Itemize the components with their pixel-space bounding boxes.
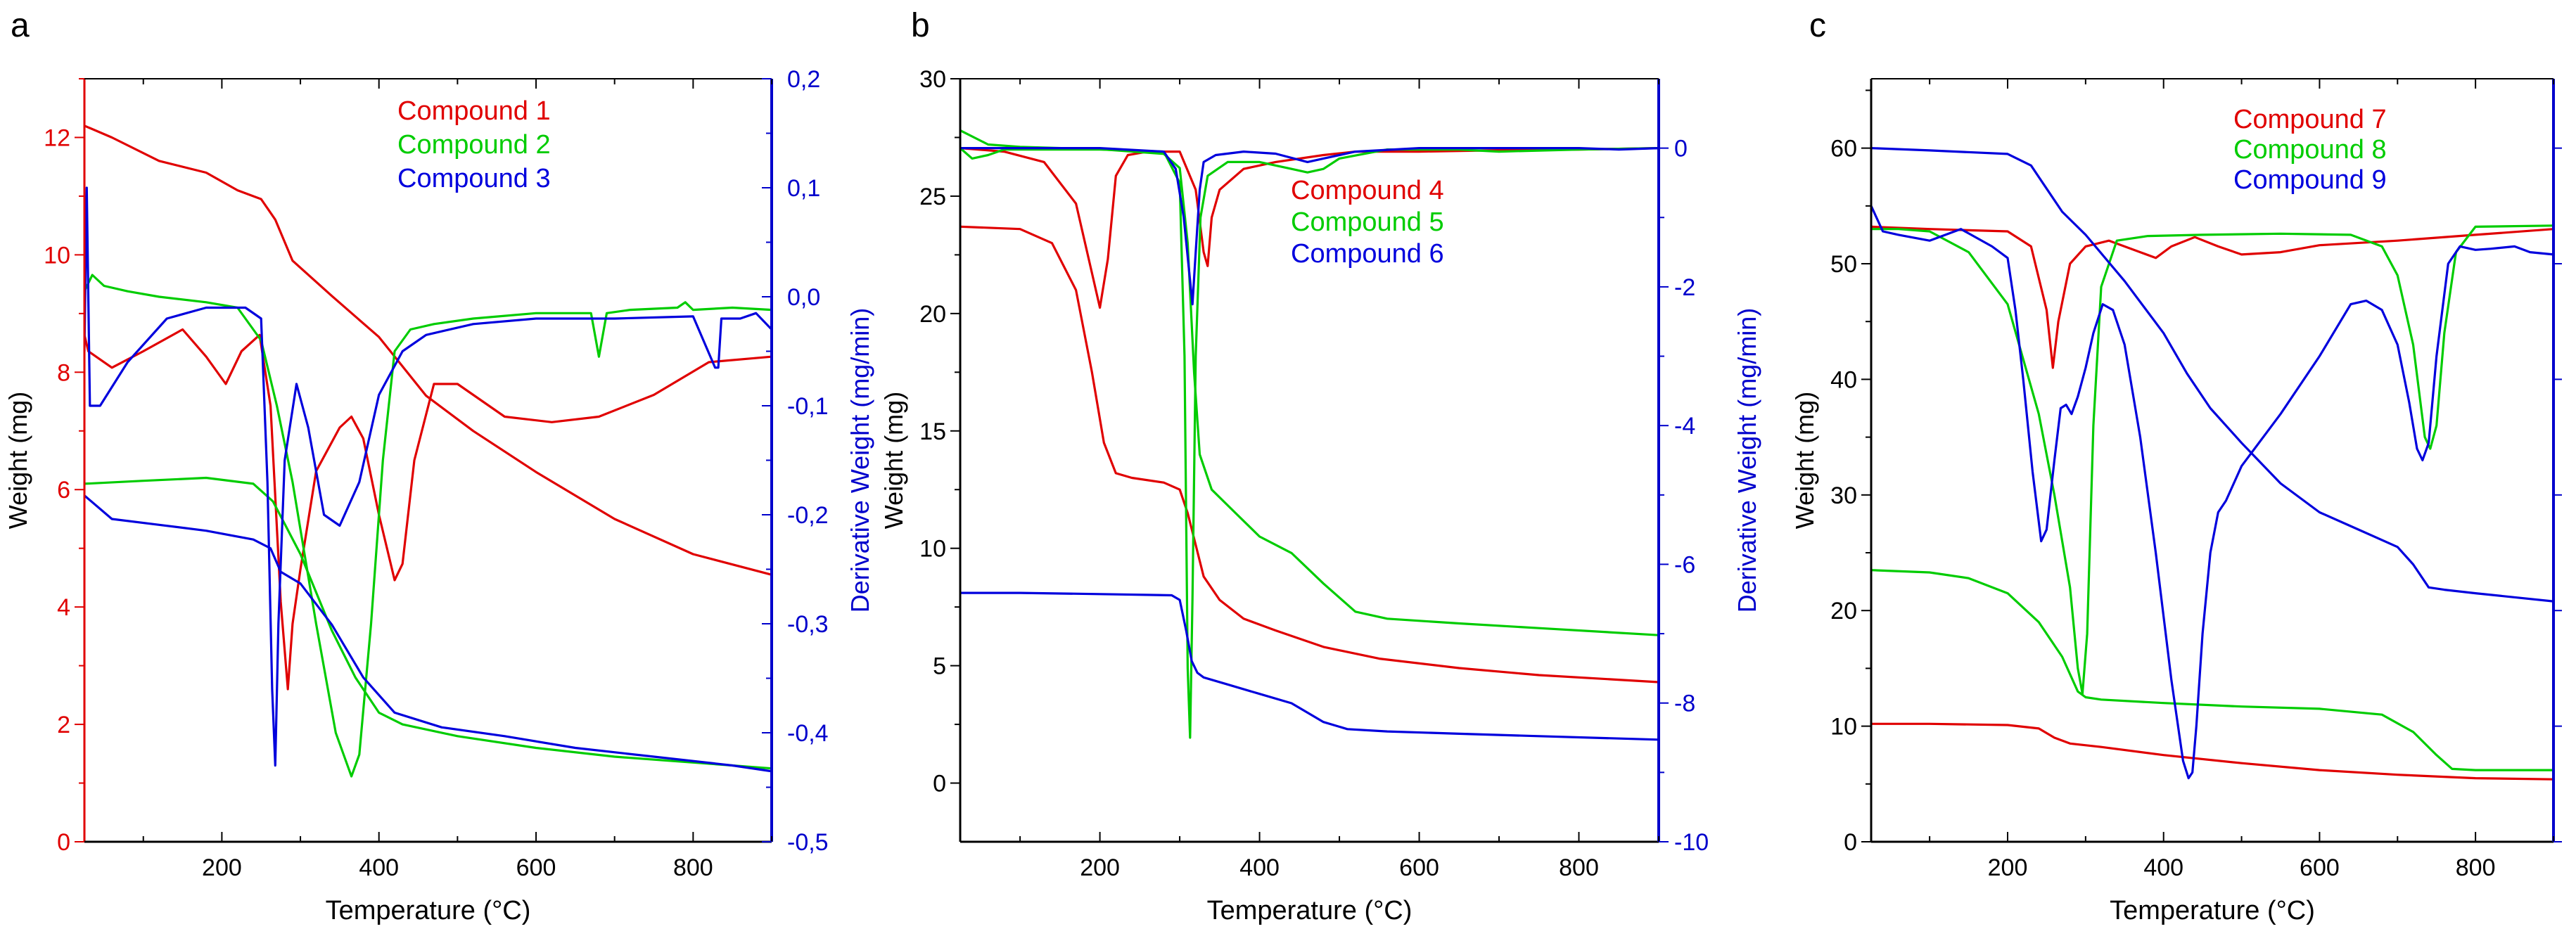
y-tick-label: 4 <box>57 594 70 621</box>
y-tick-label: 30 <box>919 66 946 93</box>
series-line-compound-6-dtg <box>960 147 1659 306</box>
x-tick-label: 800 <box>2456 854 2496 881</box>
panel-letter-a: a <box>11 7 30 44</box>
x-axis-title: Temperature (°C) <box>1207 896 1413 925</box>
y2-tick-label: 0 <box>1674 136 1688 162</box>
x-tick-label: 800 <box>673 854 713 881</box>
y2-tick-label: -4 <box>1674 413 1695 440</box>
y-tick-label: 50 <box>1830 251 1857 278</box>
x-tick-label: 200 <box>1988 854 2028 881</box>
series-line-compound-3-tg <box>84 494 772 773</box>
y-tick-label: 5 <box>933 653 946 680</box>
panel-letter-c: c <box>1809 7 1826 44</box>
series-line-compound-7-tg <box>1871 722 2553 781</box>
series-line-compound-6-tg <box>960 591 1659 741</box>
y2-tick-label: 0,0 <box>787 284 820 311</box>
y-tick-label: 10 <box>1830 714 1857 741</box>
y-tick-label: 60 <box>1830 136 1857 162</box>
y-tick-label: 20 <box>919 301 946 328</box>
y2-tick-label: -0,2 <box>787 502 829 529</box>
chart-panel-b: b 200 400 600 800 0 5 10 15 20 25 30 -10 -8 -6 -4 -2 0 Tem… <box>879 7 1761 925</box>
legend-entry-compound-8: Compound 8 <box>2233 135 2387 165</box>
legend-entry-compound-9: Compound 9 <box>2233 165 2387 195</box>
series-line-compound-7-dtg <box>1871 225 2553 369</box>
legend-entry-compound-3: Compound 3 <box>397 164 551 193</box>
y-tick-label: 0 <box>933 771 946 797</box>
series-group <box>960 129 1659 741</box>
x-axis-title: Temperature (°C) <box>326 896 531 925</box>
x-tick-label: 600 <box>2300 854 2340 881</box>
series-line-compound-8-tg <box>1871 569 2553 771</box>
x-tick-label: 400 <box>359 854 399 881</box>
y-tick-label: 25 <box>919 184 946 210</box>
y-tick-label: 12 <box>44 124 70 151</box>
x-tick-label: 400 <box>2143 854 2183 881</box>
y-axis-title: Weight (mg) <box>879 392 908 529</box>
y-tick-label: 6 <box>57 477 70 504</box>
y-tick-label: 10 <box>919 536 946 563</box>
series-group <box>84 124 772 778</box>
y2-tick-label: -0,3 <box>787 611 829 638</box>
y-tick-label: 0 <box>1844 829 1857 856</box>
legend-entry-compound-4: Compound 4 <box>1291 176 1444 205</box>
y2-tick-label: 0,1 <box>787 175 820 202</box>
y-tick-label: 15 <box>919 418 946 445</box>
x-tick-label: 600 <box>1399 854 1439 881</box>
x-tick-label: 200 <box>202 854 242 881</box>
y-tick-label: 20 <box>1830 598 1857 624</box>
legend-entry-compound-7: Compound 7 <box>2233 105 2387 134</box>
y2-tick-label: -6 <box>1674 551 1695 578</box>
x-tick-label: 400 <box>1239 854 1280 881</box>
x-axis-title: Temperature (°C) <box>2110 896 2315 925</box>
series-line-compound-2-dtg <box>84 274 772 778</box>
y-tick-label: 8 <box>57 359 70 386</box>
y-tick-label: 0 <box>57 829 70 856</box>
y-tick-label: 10 <box>44 242 70 269</box>
y2-tick-label: -0,5 <box>787 829 829 856</box>
series-group <box>1871 147 2553 781</box>
panel-letter-b: b <box>911 7 930 44</box>
y2-tick-label: -0,4 <box>787 720 829 747</box>
legend-entry-compound-2: Compound 2 <box>397 130 551 160</box>
series-line-compound-3-dtg <box>84 186 772 767</box>
y-axis-title: Weight (mg) <box>1790 392 1819 529</box>
y2-axis-title: Derivative Weight (mg/min) <box>1733 308 1761 613</box>
y2-tick-label: 0,2 <box>787 66 820 93</box>
y-axis-title: Weight (mg) <box>4 392 32 529</box>
series-line-compound-4-tg <box>960 225 1659 684</box>
x-tick-label: 200 <box>1080 854 1120 881</box>
series-line-compound-8-dtg <box>1871 224 2553 695</box>
y2-tick-label: -2 <box>1674 274 1695 301</box>
series-line-compound-1-dtg <box>84 328 772 691</box>
series-line-compound-1-tg <box>84 124 772 576</box>
series-line-compound-2-tg <box>84 476 772 770</box>
series-line-compound-9-dtg <box>1871 205 2553 780</box>
y-tick-label: 2 <box>57 712 70 738</box>
x-tick-label: 800 <box>1559 854 1599 881</box>
y-tick-label: 40 <box>1830 366 1857 393</box>
legend-entry-compound-1: Compound 1 <box>397 96 551 126</box>
legend-entry-compound-5: Compound 5 <box>1291 207 1444 237</box>
chart-panel-a: a 200 400 600 800 0 2 4 6 8 10 12 -0,5 -0,4 -0,3 -0,2 -0… <box>4 7 874 925</box>
y2-tick-label: -0,1 <box>787 393 829 420</box>
y-tick-label: 30 <box>1830 482 1857 509</box>
legend-entry-compound-6: Compound 6 <box>1291 239 1444 269</box>
x-tick-label: 600 <box>516 854 556 881</box>
chart-panel-c: c 200 400 600 800 0 10 20 30 40 50 60 Temperature (°… <box>1790 7 2562 925</box>
y2-tick-label: -8 <box>1674 691 1695 717</box>
series-line-compound-9-tg <box>1871 147 2553 603</box>
y2-tick-label: -10 <box>1674 829 1709 856</box>
series-line-compound-5-tg <box>960 129 1659 636</box>
y2-axis-title: Derivative Weight (mg/min) <box>846 308 874 613</box>
